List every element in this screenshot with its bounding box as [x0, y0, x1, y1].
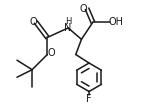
Text: O: O: [80, 4, 87, 14]
Text: F: F: [86, 94, 92, 104]
Text: O: O: [47, 48, 55, 58]
Text: H: H: [65, 17, 71, 26]
Text: N: N: [64, 23, 72, 33]
Text: O: O: [29, 17, 37, 27]
Text: OH: OH: [108, 17, 123, 27]
